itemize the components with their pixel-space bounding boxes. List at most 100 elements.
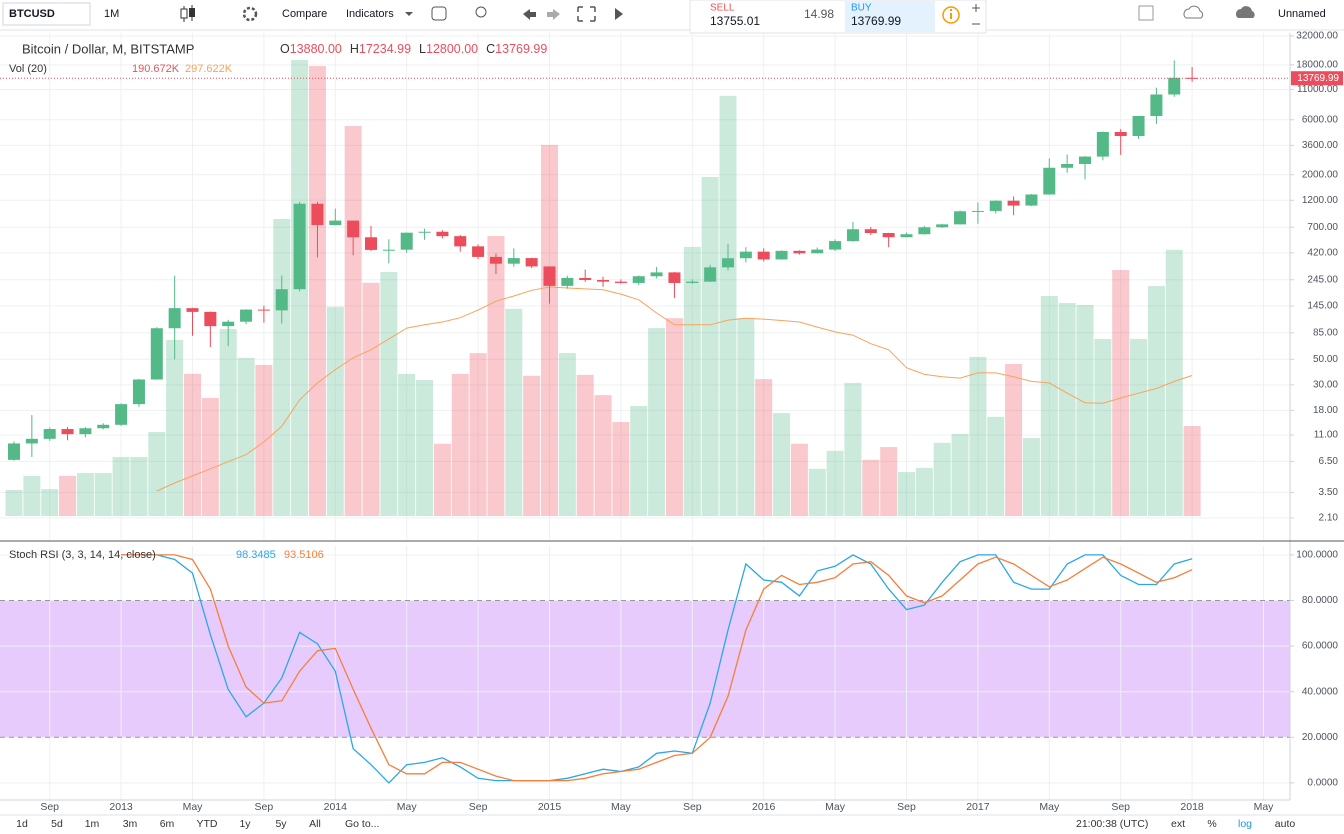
sell-price[interactable]: 13755.01 [710,14,760,28]
volume-bar [1076,304,1094,516]
volume-bar [808,468,826,516]
candle-body [543,266,556,286]
redo-icon[interactable] [547,9,560,20]
info-icon[interactable] [942,6,960,24]
range-button[interactable]: All [309,818,321,830]
range-button[interactable]: 1d [16,818,28,830]
stoch-d-last: 93.5106 [284,549,324,561]
info-icon [950,9,952,11]
indicators-button[interactable]: Indicators [346,8,394,20]
ohlc-key: L [419,42,426,56]
candle-body [25,438,38,444]
volume-bar [1040,295,1058,516]
buy-price[interactable]: 13769.99 [851,14,901,28]
volume-bar [523,375,541,516]
icon [189,8,195,17]
buy-box[interactable] [845,1,935,32]
range-button[interactable]: YTD [197,818,218,830]
scale-option[interactable]: ext [1171,818,1185,830]
y-tick-label: 30.00 [1313,379,1338,390]
info-icon [950,13,952,19]
idea-icon[interactable] [475,6,487,18]
volume-bar [969,356,987,516]
candle-body [472,246,485,257]
volume-bar [612,422,630,516]
x-tick-label: 2016 [752,801,776,813]
grid [0,33,1290,800]
candle-body [864,229,877,234]
volume-bar [362,282,380,516]
cloud-icon[interactable] [1183,5,1204,19]
y-tick-label: 50.00 [1313,354,1338,365]
volume-bar [1005,363,1023,516]
y-tick-label: 100.0000 [1296,550,1338,561]
clock: 21:00:38 (UTC) [1076,818,1148,830]
y-tick-label: 700.00 [1307,222,1338,233]
candle-body [347,220,360,238]
range-button[interactable]: 5y [275,818,287,830]
candle-body [382,249,395,251]
volume-bar [380,271,398,516]
dropdown-arrow[interactable] [405,12,413,16]
volume-bar [398,373,416,516]
goto-button[interactable]: Go to... [345,818,379,830]
symbol-box[interactable] [2,2,91,26]
candle-body [1061,163,1074,168]
volume-bar [273,219,291,516]
candle-body [597,279,610,282]
candle-body [1132,116,1145,136]
fullscreen-icon[interactable] [577,6,596,22]
volume-bar [451,373,469,516]
volume-bar [558,353,576,516]
range-button[interactable]: 6m [160,818,175,830]
volume-bar [773,413,791,516]
color-icon[interactable] [1138,5,1154,21]
undo-icon[interactable] [523,9,536,20]
settings-icon[interactable] [242,6,258,22]
y-tick-label: 18000.00 [1296,59,1338,70]
ohlc-key: H [350,42,359,56]
y-tick-label: 2000.00 [1302,169,1339,180]
chart-style-icon[interactable] [180,5,195,22]
range-button[interactable]: 1m [85,818,100,830]
layout-name[interactable]: Unnamed [1278,8,1326,20]
replay-icon[interactable] [615,8,623,20]
candle-body [97,424,110,429]
scale-option[interactable]: auto [1275,818,1296,830]
interval[interactable]: 1M [104,8,119,20]
ohlc-key: O [280,42,290,56]
range-button[interactable]: 3m [123,818,138,830]
candle-body [936,224,949,228]
candle-body [400,232,413,250]
candle-body [79,428,92,435]
candle-body [846,229,859,242]
candle-body [971,210,984,212]
x-tick-label: May [611,801,632,813]
sell-label[interactable]: SELL [710,3,735,14]
save-icon[interactable] [1236,6,1255,18]
volume-bar [166,339,184,516]
alert-icon[interactable] [431,6,447,21]
y-tick-label: 11.00 [1314,430,1339,441]
candle-body [257,309,270,311]
volume-bar [576,374,594,516]
volume-bar [701,177,719,516]
x-tick-label: 2017 [966,801,990,813]
qty-buttons[interactable] [972,4,980,25]
scale-option[interactable]: % [1207,818,1216,830]
candle-body [757,251,770,260]
candle-body [1079,156,1091,164]
compare-button[interactable]: Compare [282,8,327,20]
candle-body [132,379,145,405]
volume-bar [951,433,969,516]
scale-option[interactable]: log [1238,818,1252,830]
symbol[interactable]: BTCUSD [9,8,55,20]
range-button[interactable]: 5d [51,818,63,830]
buy-label[interactable]: BUY [851,3,872,14]
volume-bar [594,395,612,516]
x-tick-label: Sep [897,801,916,813]
volume-bar [541,144,558,517]
volume-bar [683,246,701,516]
range-button[interactable]: 1y [239,818,251,830]
